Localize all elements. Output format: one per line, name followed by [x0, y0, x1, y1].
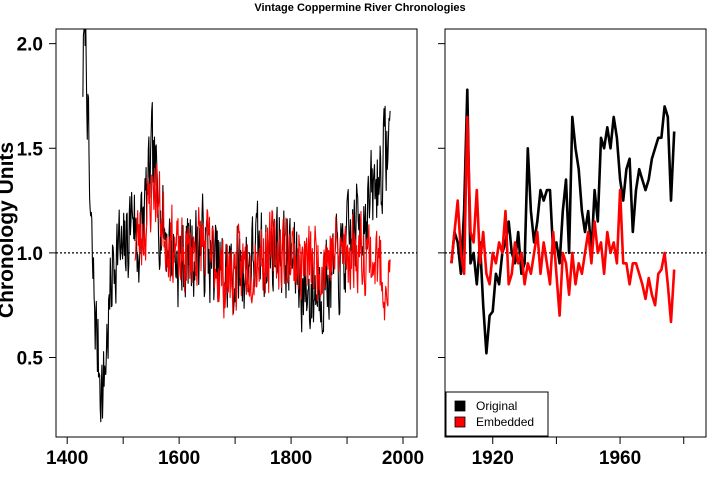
series-line-embedded: [134, 163, 391, 321]
x-tick-label: 1920: [472, 448, 514, 469]
x-tick-label: 1960: [599, 448, 641, 469]
series-line-original: [82, 29, 391, 423]
series-line-original: [450, 88, 676, 355]
y-tick-label: 1.0: [17, 244, 43, 265]
legend-label-original: Original: [476, 399, 517, 413]
legend-swatch-original: [454, 400, 466, 412]
left-panel: 1400 1600 1800 2000 0.5 1.0 1.5 2.0: [17, 28, 424, 469]
x-tick-label: 1800: [270, 448, 312, 469]
legend: Original Embedded: [445, 391, 549, 437]
right-panel: 1920 1960 Original Embedded: [438, 28, 707, 469]
y-axis-label: Chronology Units: [0, 142, 18, 318]
y-tick-label: 2.0: [17, 35, 43, 56]
x-tick-label: 1400: [46, 448, 88, 469]
y-tick-label: 1.5: [17, 139, 44, 160]
legend-box: [445, 391, 549, 437]
y-tick-label: 0.5: [17, 348, 44, 369]
x-tick-label: 2000: [382, 448, 424, 469]
legend-swatch-embedded: [454, 416, 466, 428]
series-line-embedded: [450, 115, 676, 324]
x-tick-label: 1600: [158, 448, 200, 469]
legend-label-embedded: Embedded: [476, 415, 534, 429]
chart-title: Vintage Coppermine River Chronologies: [254, 2, 465, 14]
plot-frame: [55, 28, 418, 438]
plot-frame: [444, 28, 707, 438]
